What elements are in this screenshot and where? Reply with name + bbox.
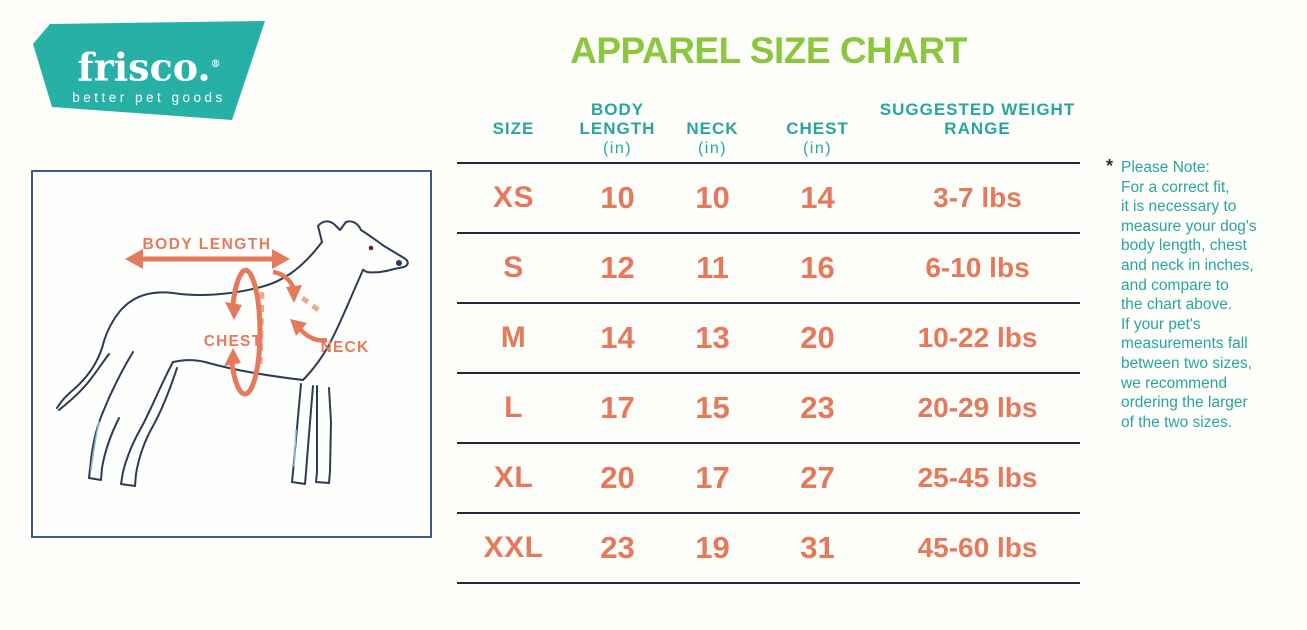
dog-eye [368,245,374,251]
dog-measurement-diagram: BODY LENGTH CHEST NECK [31,170,432,538]
chest-label: CHEST [204,333,263,350]
logo-banner-shape [33,21,265,120]
logo-brand-text: frisco.® [33,46,265,87]
note-asterisk: * [1106,156,1114,176]
neck-curved-arrow [290,319,328,343]
registered-mark: ® [210,59,221,70]
please-note-text: Please Note: For a correct fit, it is ne… [1121,159,1257,431]
page-title: APPAREL SIZE CHART [570,30,967,71]
table-row-xxl: XXL 23 19 31 45-60 lbs [457,514,1080,584]
table-row-xs: XS 10 10 14 3-7 lbs [457,164,1080,234]
logo-brand-word: frisco. [77,44,211,90]
header-neck: NECK (in) [686,119,739,157]
header-chest: CHEST (in) [786,119,849,157]
neck-dashed-lines [257,288,323,371]
dog-nose [396,260,402,266]
dog-line-drawing: BODY LENGTH CHEST NECK [56,220,409,487]
body-length-label: BODY LENGTH [142,236,271,253]
table-row-xl: XL 20 17 27 25-45 lbs [457,444,1080,514]
table-row-s: S 12 11 16 6-10 lbs [457,234,1080,304]
header-size: SIZE [492,119,535,138]
header-weight-range: SUGGESTED WEIGHT RANGE [879,100,1076,138]
table-row-m: M 14 13 20 10-22 lbs [457,304,1080,374]
withers-curved-arrow [272,269,302,303]
frisco-logo: frisco.® better pet goods [33,20,265,121]
body-length-arrow [125,249,290,269]
chest-girth-arrow [229,267,263,397]
size-chart-table: XS 10 10 14 3-7 lbs S 12 11 16 6-10 lbs … [457,162,1080,584]
header-body-length: BODY LENGTH (in) [579,100,656,157]
table-row-l: L 17 15 23 20-29 lbs [457,374,1080,444]
logo-tagline: better pet goods [72,90,226,105]
size-chart-header-row: SIZE BODY LENGTH (in) NECK (in) CHEST (i… [457,88,1080,160]
neck-label: NECK [321,339,370,356]
